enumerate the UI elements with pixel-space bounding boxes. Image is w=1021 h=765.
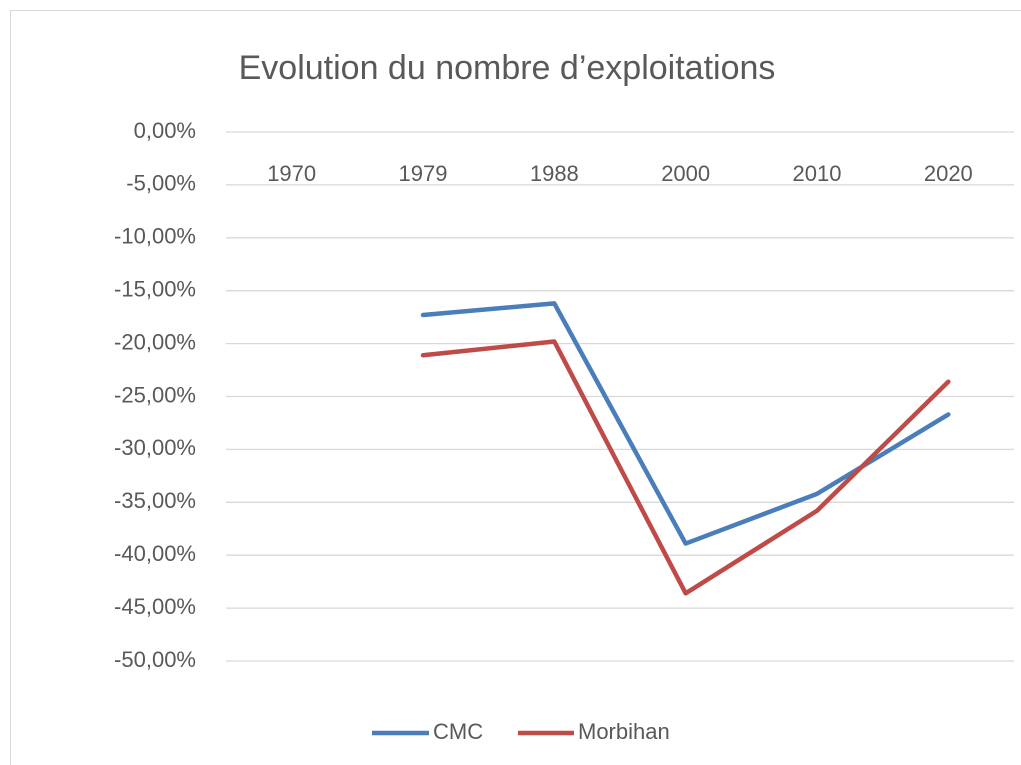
line-series [420,339,951,596]
y-tick-label: 0,00% [134,118,196,143]
x-tick-label: 1988 [530,161,579,186]
y-tick-label: -40,00% [114,541,196,566]
y-tick-label: -5,00% [126,171,196,196]
y-tick-label: -15,00% [114,277,196,302]
y-tick-label: -35,00% [114,488,196,513]
legend-label: CMC [433,719,483,744]
x-tick-label: 2000 [661,161,710,186]
x-tick-label: 1970 [267,161,316,186]
y-tick-label: -50,00% [114,647,196,672]
legend-label: Morbihan [578,719,670,744]
chart-title: Evolution du nombre d’exploitations [239,49,776,87]
y-tick-label: -25,00% [114,382,196,407]
y-tick-label: -30,00% [114,435,196,460]
x-tick-label: 1979 [399,161,448,186]
y-tick-label: -10,00% [114,224,196,249]
chart-border [10,10,1021,765]
y-tick-label: -20,00% [114,329,196,354]
x-tick-label: 2020 [924,161,973,186]
x-tick-label: 2010 [793,161,842,186]
y-tick-label: -45,00% [114,594,196,619]
